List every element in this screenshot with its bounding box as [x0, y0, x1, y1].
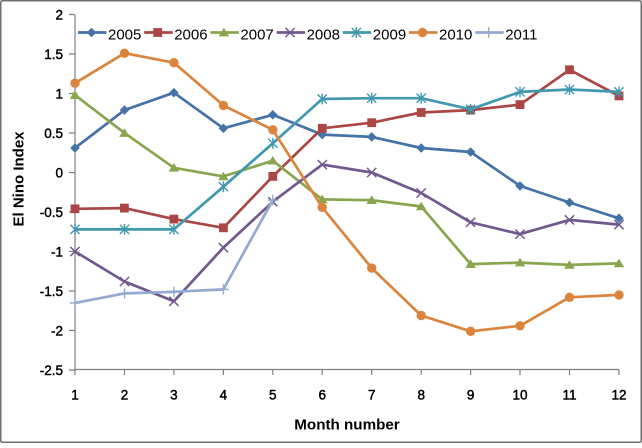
svg-text:7: 7	[368, 387, 376, 402]
svg-text:8: 8	[417, 387, 425, 402]
svg-text:1.5: 1.5	[44, 47, 63, 62]
svg-text:2008: 2008	[307, 27, 340, 44]
svg-text:2006: 2006	[174, 27, 207, 44]
svg-text:0.5: 0.5	[44, 126, 63, 141]
svg-text:6: 6	[318, 387, 326, 402]
svg-text:0: 0	[55, 165, 63, 180]
svg-text:11: 11	[562, 387, 576, 402]
svg-text:2010: 2010	[439, 27, 472, 44]
svg-text:-1: -1	[51, 244, 63, 259]
svg-text:10: 10	[512, 387, 527, 402]
svg-text:2011: 2011	[505, 27, 537, 44]
svg-text:2007: 2007	[240, 27, 273, 44]
svg-text:2009: 2009	[373, 27, 406, 44]
svg-text:-0.5: -0.5	[40, 205, 63, 220]
svg-text:-2: -2	[51, 323, 63, 338]
svg-text:-1.5: -1.5	[40, 284, 63, 299]
svg-text:1: 1	[71, 387, 79, 402]
svg-text:-2.5: -2.5	[40, 363, 63, 378]
svg-text:9: 9	[467, 387, 475, 402]
svg-text:1: 1	[55, 86, 63, 101]
svg-text:3: 3	[170, 387, 178, 402]
svg-text:2005: 2005	[108, 27, 141, 44]
svg-text:El Nino Index: El Nino Index	[11, 131, 28, 227]
svg-text:5: 5	[269, 387, 277, 402]
svg-text:4: 4	[220, 387, 228, 402]
svg-text:2: 2	[121, 387, 129, 402]
svg-text:Month number: Month number	[294, 416, 400, 433]
svg-text:2: 2	[55, 7, 63, 22]
svg-text:12: 12	[611, 387, 626, 402]
